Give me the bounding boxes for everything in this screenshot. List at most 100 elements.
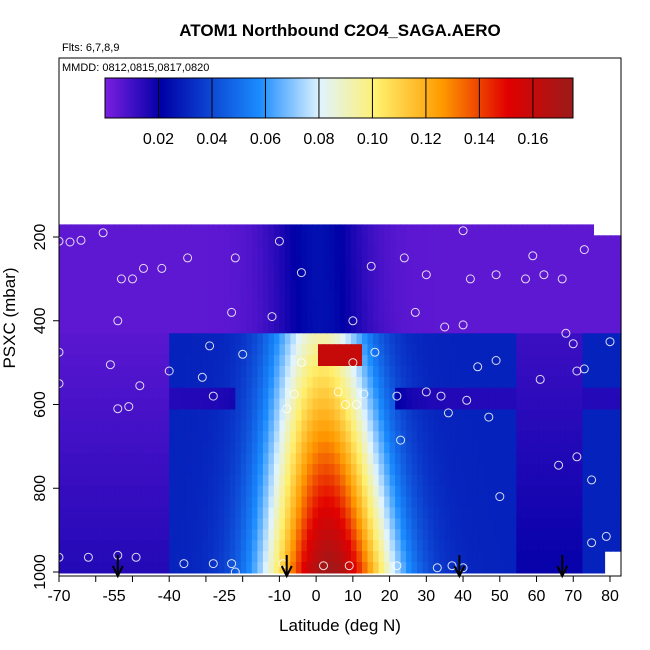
heat-cell <box>185 278 192 291</box>
heat-cell <box>466 507 473 519</box>
heat-cell <box>246 246 253 258</box>
sample-point <box>116 274 126 284</box>
heat-cell <box>444 496 451 509</box>
heat-cell <box>494 453 501 465</box>
heat-cell <box>75 246 82 258</box>
heat-cell <box>81 268 88 280</box>
heat-cell <box>499 224 506 236</box>
heat-cell <box>92 551 99 563</box>
heat-cell <box>158 507 165 519</box>
heat-cell <box>400 540 407 552</box>
sample-point <box>208 559 218 569</box>
heat-cell <box>411 355 418 367</box>
heatmap-field <box>59 224 622 574</box>
heat-cell <box>576 322 583 334</box>
heat-cell <box>400 496 407 509</box>
heat-cell <box>516 311 523 323</box>
heat-cell <box>395 442 402 454</box>
heat-cell <box>108 442 115 454</box>
heat-cell <box>158 224 165 236</box>
heat-cell <box>70 431 77 443</box>
heat-cell <box>301 366 308 378</box>
heat-cell <box>235 453 242 465</box>
heat-cell <box>141 464 148 476</box>
heat-cell <box>284 376 291 389</box>
heat-cell <box>229 224 236 236</box>
heat-cell <box>362 376 369 389</box>
heat-cell <box>582 333 589 345</box>
heat-cell <box>81 300 88 313</box>
heat-cell <box>235 420 242 432</box>
heat-cell <box>329 257 336 269</box>
heat-cell <box>499 376 506 389</box>
heat-cell <box>516 398 523 411</box>
heat-cell <box>191 235 198 247</box>
heat-cell <box>207 278 214 291</box>
heat-cell <box>439 485 446 498</box>
heat-cell <box>323 474 330 487</box>
heat-cell <box>103 257 110 269</box>
heat-cell <box>257 300 264 313</box>
heat-cell <box>114 300 121 313</box>
heat-cell <box>235 431 242 443</box>
heat-cell <box>499 268 506 280</box>
heat-cell <box>246 398 253 411</box>
heat-cell <box>576 540 583 552</box>
heat-cell <box>610 300 617 313</box>
heat-cell <box>246 376 253 389</box>
heat-cell <box>240 257 247 269</box>
heat-cell <box>306 322 313 334</box>
heat-cell <box>251 224 258 236</box>
heat-cell <box>290 224 297 236</box>
heat-cell <box>318 485 325 498</box>
heat-cell <box>406 540 413 552</box>
heat-cell <box>610 278 617 291</box>
heat-cell <box>152 311 159 323</box>
heat-cell <box>301 474 308 487</box>
heat-cell <box>615 420 622 432</box>
heat-cell <box>306 562 313 574</box>
y-tick-label: 800 <box>32 475 49 502</box>
heat-cell <box>351 398 358 411</box>
heat-cell <box>384 355 391 367</box>
heat-cell <box>229 257 236 269</box>
heat-cell <box>576 420 583 432</box>
heat-cell <box>472 289 479 302</box>
heat-cell <box>306 398 313 411</box>
heat-cell <box>108 453 115 465</box>
heat-cell <box>284 300 291 313</box>
heat-cell <box>174 300 181 313</box>
heat-cell <box>477 507 484 519</box>
heat-cell <box>114 322 121 334</box>
heat-cell <box>483 453 490 465</box>
heat-cell <box>268 442 275 454</box>
heat-cell <box>301 442 308 454</box>
heat-cell <box>114 366 121 378</box>
heat-cell <box>472 311 479 323</box>
heat-cell <box>92 366 99 378</box>
heat-cell <box>306 529 313 541</box>
heat-cell <box>169 551 176 563</box>
heat-cell <box>406 333 413 345</box>
heat-cell <box>306 442 313 454</box>
heat-cell <box>235 551 242 563</box>
sample-point <box>183 253 193 263</box>
heat-cell <box>202 540 209 552</box>
sample-point <box>282 404 292 414</box>
heat-cell <box>510 496 517 509</box>
heat-cell <box>329 485 336 498</box>
heat-cell <box>576 431 583 443</box>
heat-cell <box>505 562 512 574</box>
heat-cell <box>549 246 556 258</box>
heat-cell <box>158 311 165 323</box>
sample-point <box>396 435 406 445</box>
heat-cell <box>262 387 269 400</box>
heat-cell <box>351 540 358 552</box>
heat-cell <box>384 246 391 258</box>
heat-cell <box>147 366 154 378</box>
heat-cell <box>565 496 572 509</box>
heat-cell <box>262 376 269 389</box>
heat-cell <box>362 496 369 509</box>
heat-cell <box>207 235 214 247</box>
heat-cell <box>196 431 203 443</box>
